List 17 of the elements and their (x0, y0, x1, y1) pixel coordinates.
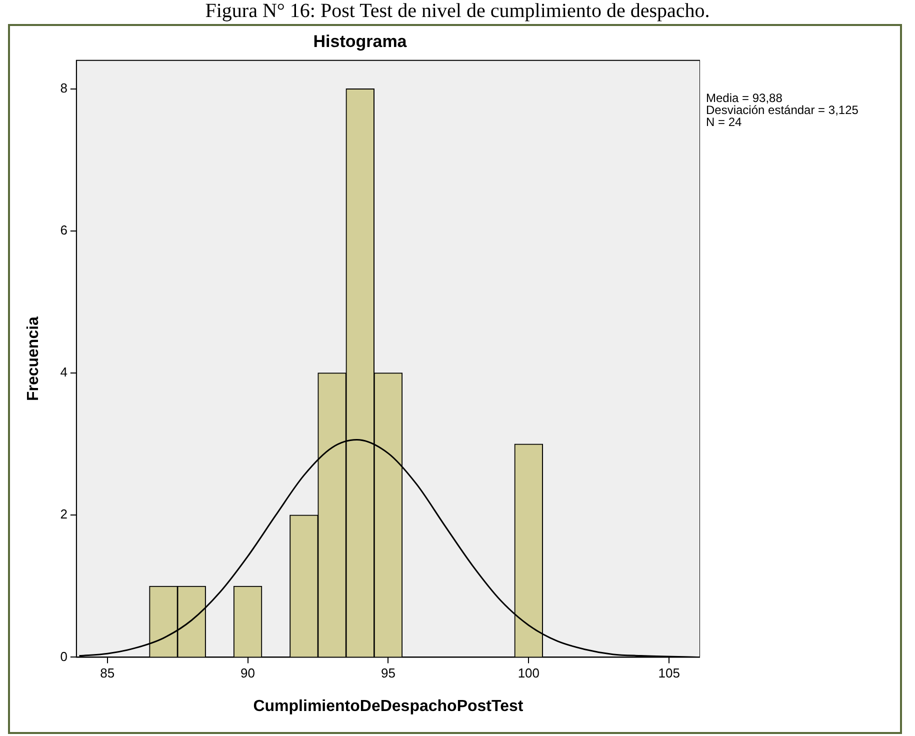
text: N = 24 (706, 115, 742, 129)
y-axis-title: Frecuencia (25, 316, 42, 402)
chart-title: Histograma (313, 32, 408, 51)
x-tick-label: 100 (518, 666, 540, 681)
y-tick-label: 2 (60, 506, 68, 522)
x-axis-title: CumplimientoDeDespachoPostTest (253, 698, 524, 715)
y-tick-label: 8 (60, 80, 68, 96)
x-tick-label: 105 (658, 666, 680, 681)
x-tick-label: 90 (240, 666, 256, 681)
y-tick-label: 4 (60, 364, 68, 380)
text: Media = 93,88 (706, 91, 782, 105)
text: Desviación estándar = 3,125 (706, 103, 858, 117)
text: Figura N° 16: Post Test de nivel de cumplimiento de despacho. (204, 0, 711, 22)
x-tick-label: 85 (100, 666, 115, 681)
x-tick-label: 95 (380, 666, 396, 681)
y-tick-label: 0 (60, 648, 68, 664)
y-tick-label: 6 (60, 222, 68, 238)
